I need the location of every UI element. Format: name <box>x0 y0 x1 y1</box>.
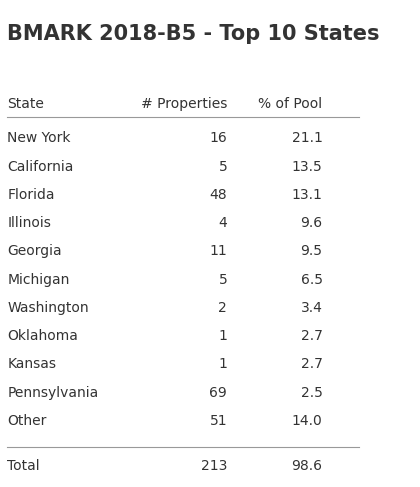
Text: Total: Total <box>7 459 40 473</box>
Text: 51: 51 <box>210 414 227 428</box>
Text: 16: 16 <box>210 131 227 146</box>
Text: Pennsylvania: Pennsylvania <box>7 386 99 400</box>
Text: % of Pool: % of Pool <box>258 97 323 112</box>
Text: BMARK 2018-B5 - Top 10 States: BMARK 2018-B5 - Top 10 States <box>7 24 380 44</box>
Text: 13.1: 13.1 <box>291 188 323 202</box>
Text: 69: 69 <box>210 386 227 400</box>
Text: Other: Other <box>7 414 47 428</box>
Text: 2: 2 <box>218 301 227 315</box>
Text: 98.6: 98.6 <box>291 459 323 473</box>
Text: 6.5: 6.5 <box>301 273 323 287</box>
Text: State: State <box>7 97 44 112</box>
Text: 1: 1 <box>218 357 227 372</box>
Text: 13.5: 13.5 <box>292 160 323 174</box>
Text: 2.5: 2.5 <box>301 386 323 400</box>
Text: 5: 5 <box>218 273 227 287</box>
Text: 11: 11 <box>210 244 227 259</box>
Text: Florida: Florida <box>7 188 55 202</box>
Text: California: California <box>7 160 73 174</box>
Text: 1: 1 <box>218 329 227 343</box>
Text: 9.6: 9.6 <box>300 216 323 230</box>
Text: Oklahoma: Oklahoma <box>7 329 78 343</box>
Text: 2.7: 2.7 <box>301 357 323 372</box>
Text: 48: 48 <box>210 188 227 202</box>
Text: Illinois: Illinois <box>7 216 51 230</box>
Text: 9.5: 9.5 <box>301 244 323 259</box>
Text: 21.1: 21.1 <box>291 131 323 146</box>
Text: Michigan: Michigan <box>7 273 70 287</box>
Text: 2.7: 2.7 <box>301 329 323 343</box>
Text: Washington: Washington <box>7 301 89 315</box>
Text: 5: 5 <box>218 160 227 174</box>
Text: 213: 213 <box>201 459 227 473</box>
Text: New York: New York <box>7 131 71 146</box>
Text: # Properties: # Properties <box>141 97 227 112</box>
Text: Kansas: Kansas <box>7 357 56 372</box>
Text: 14.0: 14.0 <box>292 414 323 428</box>
Text: 3.4: 3.4 <box>301 301 323 315</box>
Text: Georgia: Georgia <box>7 244 62 259</box>
Text: 4: 4 <box>218 216 227 230</box>
